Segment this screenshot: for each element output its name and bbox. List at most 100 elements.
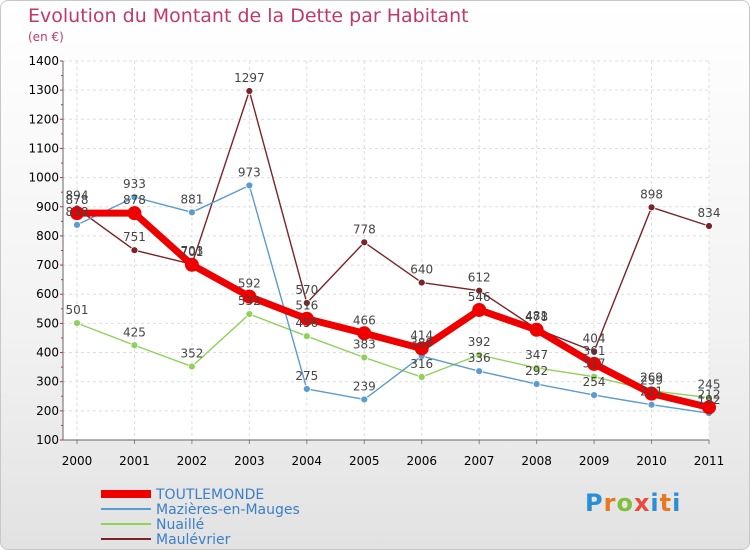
data-point [414, 341, 429, 356]
data-label: 834 [698, 206, 721, 220]
data-point [302, 299, 311, 307]
data-label: 221 [640, 385, 663, 399]
chart-subtitle: (en €) [28, 30, 64, 44]
series-line [76, 90, 710, 353]
data-point [532, 364, 541, 372]
data-point [644, 386, 659, 401]
data-label: 239 [353, 379, 376, 393]
data-point [590, 347, 598, 356]
data-label: 192 [698, 393, 721, 407]
data-point [70, 206, 84, 221]
data-point [702, 400, 716, 415]
data-label: 703 [180, 244, 203, 258]
data-point [188, 208, 196, 217]
data-point [130, 193, 139, 202]
data-point [360, 238, 369, 247]
data-label: 404 [583, 331, 606, 345]
legend-label: TOUTLEMONDE [155, 487, 264, 503]
data-label: 532 [238, 294, 261, 308]
data-point [475, 350, 484, 359]
data-point [302, 385, 311, 393]
data-label: 481 [525, 309, 548, 323]
data-label: 245 [698, 378, 721, 392]
data-point [360, 395, 369, 404]
data-point [245, 87, 254, 95]
x-tick-label: 2000 [62, 454, 93, 468]
legend-label: Mazières-en-Mauges [156, 502, 300, 518]
series-line [76, 184, 710, 414]
data-point [130, 341, 139, 350]
data-label: 425 [123, 325, 146, 339]
data-label: 292 [525, 364, 548, 378]
data-label: 778 [353, 222, 376, 236]
data-point [529, 322, 544, 337]
data-point [647, 203, 656, 212]
proxiti-logo: Proxiti [585, 489, 682, 517]
y-tick-label: 1100 [28, 141, 59, 155]
y-tick-label: 1300 [28, 83, 59, 97]
data-point [299, 311, 314, 326]
y-tick-label: 700 [36, 258, 59, 272]
data-point [417, 373, 426, 381]
data-label: 275 [295, 369, 318, 383]
data-label: 878 [66, 193, 89, 207]
series-line [77, 209, 710, 411]
y-tick-label: 400 [36, 346, 59, 360]
data-point [127, 206, 142, 221]
y-tick-label: 900 [36, 200, 59, 214]
data-point [590, 391, 598, 400]
data-point [73, 220, 81, 229]
data-label: 881 [180, 192, 203, 206]
x-tick-label: 2006 [406, 454, 437, 468]
data-point [302, 332, 311, 341]
data-point [357, 326, 372, 341]
y-tick-label: 300 [36, 375, 59, 389]
data-label: 456 [295, 316, 318, 330]
x-tick-label: 2011 [694, 454, 725, 468]
data-label: 570 [295, 283, 318, 297]
data-point [475, 367, 484, 376]
y-tick-label: 1200 [28, 112, 59, 126]
data-point [245, 310, 254, 318]
data-label: 640 [410, 263, 433, 277]
data-label: 592 [238, 277, 261, 291]
plot-area [63, 61, 709, 440]
data-label: 347 [525, 348, 548, 362]
data-label: 317 [583, 357, 606, 371]
x-tick-label: 2008 [521, 454, 552, 468]
data-label: 546 [468, 290, 491, 304]
data-label: 898 [640, 187, 663, 201]
series-line [76, 313, 710, 399]
data-label: 612 [468, 271, 491, 285]
data-label: 383 [353, 337, 376, 351]
y-tick-label: 500 [36, 316, 59, 330]
data-label: 878 [123, 193, 146, 207]
data-label: 316 [410, 357, 433, 371]
y-tick-label: 200 [36, 404, 59, 418]
data-label: 336 [468, 351, 491, 365]
legend-label: Maulévrier [156, 532, 231, 548]
data-point [590, 372, 598, 381]
data-label: 212 [698, 387, 721, 401]
data-point [130, 246, 139, 255]
data-label: 516 [295, 299, 318, 313]
data-label: 259 [640, 374, 663, 388]
x-tick-label: 2004 [292, 454, 323, 468]
chart-title: Evolution du Montant de la Dette par Hab… [28, 5, 469, 27]
y-tick-label: 1000 [28, 171, 59, 185]
data-label: 701 [180, 245, 203, 259]
data-point [587, 356, 602, 371]
y-tick-label: 800 [36, 229, 59, 243]
data-label: 352 [180, 347, 203, 361]
data-point [184, 257, 199, 272]
data-label: 478 [525, 310, 548, 324]
y-tick-label: 100 [36, 433, 59, 447]
data-point [73, 319, 81, 327]
data-point [360, 353, 369, 362]
data-point [532, 380, 541, 388]
data-point [705, 222, 713, 230]
y-tick-label: 600 [36, 287, 59, 301]
data-label: 1297 [234, 71, 265, 85]
